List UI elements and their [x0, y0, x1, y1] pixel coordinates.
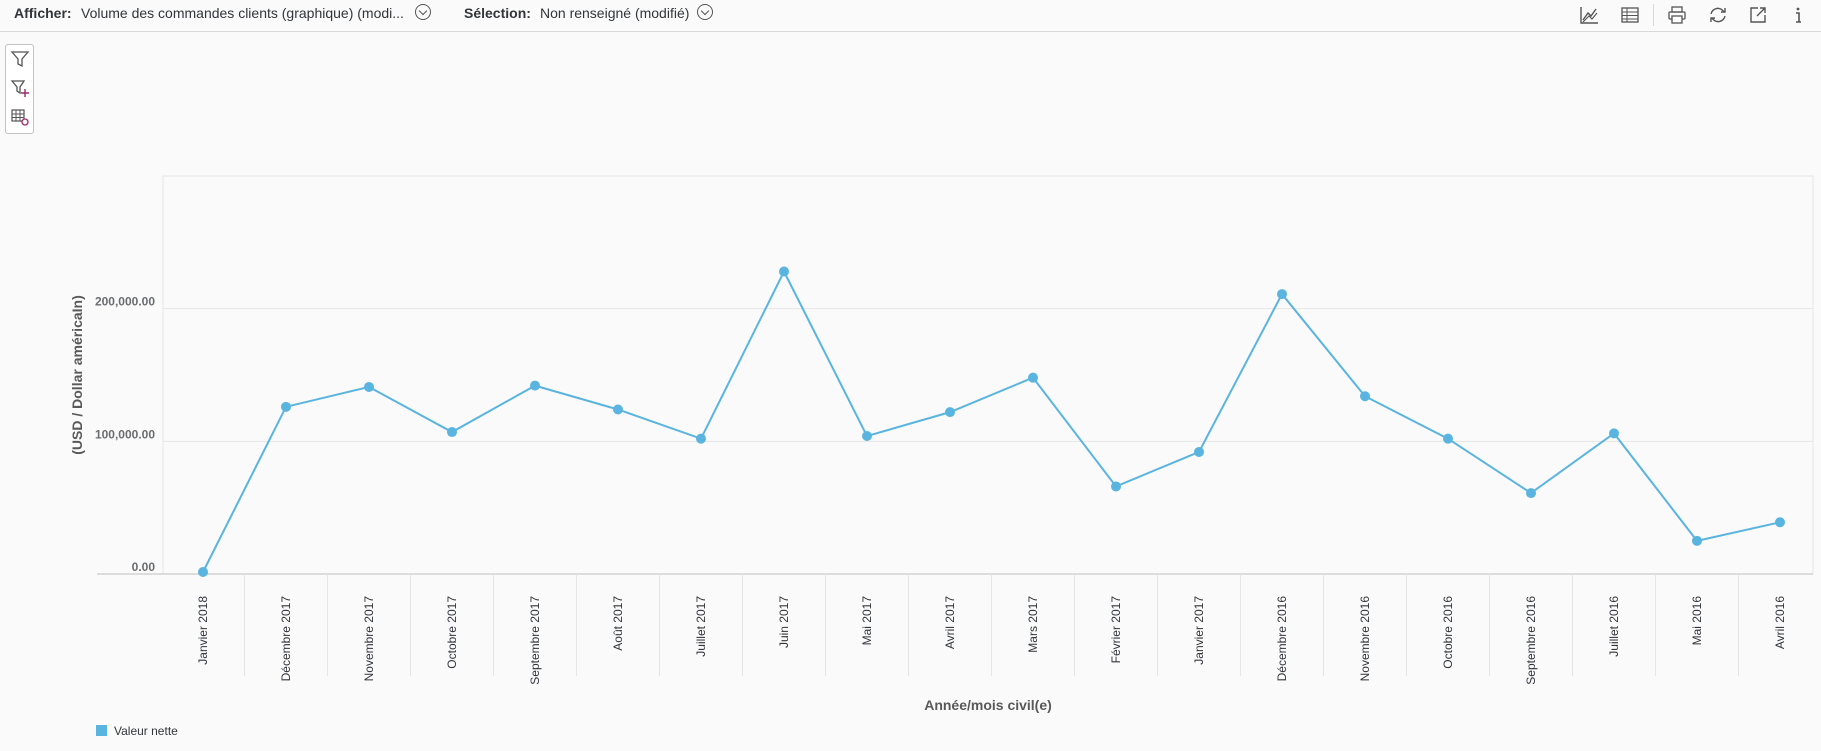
plot-area-border — [162, 175, 1814, 575]
data-point[interactable] — [1111, 481, 1121, 492]
data-point[interactable] — [613, 404, 623, 415]
x-axis-title: Année/mois civil(e) — [924, 697, 1052, 713]
x-tick-label: Mai 2017 — [860, 596, 874, 646]
x-tick-label: Décembre 2016 — [1275, 596, 1289, 682]
data-point[interactable] — [364, 381, 374, 392]
selection-dropdown-icon[interactable] — [697, 4, 713, 20]
add-filter-icon[interactable] — [10, 78, 30, 98]
selection-label: Sélection: — [464, 5, 531, 21]
refresh-icon[interactable] — [1707, 4, 1729, 26]
data-point[interactable] — [447, 427, 457, 438]
grid-lines — [97, 175, 1814, 575]
legend-swatch — [96, 725, 107, 736]
y-tick-label: 200,000.00 — [95, 295, 155, 309]
display-value[interactable]: Volume des commandes clients (graphique)… — [81, 5, 404, 21]
selection-value[interactable]: Non renseigné (modifié) — [540, 5, 690, 21]
x-axis-ticks: Janvier 2018 Décembre 2017 Novembre 2017 Oc… — [196, 596, 1787, 685]
legend-label[interactable]: Valeur nette — [114, 724, 178, 738]
x-tick-label: Mars 2017 — [1026, 596, 1040, 653]
filter-icon[interactable] — [10, 49, 30, 69]
data-point[interactable] — [530, 380, 540, 391]
x-tick-label: Avril 2016 — [1773, 596, 1787, 649]
y-axis-ticks: 0.00 100,000.00 200,000.00 — [95, 295, 155, 574]
x-category-cells — [244, 574, 1739, 676]
data-point[interactable] — [1277, 289, 1287, 300]
print-icon[interactable] — [1666, 4, 1688, 26]
data-point[interactable] — [1609, 428, 1619, 439]
x-tick-label: Septembre 2016 — [1524, 596, 1538, 685]
display-dropdown-icon[interactable] — [415, 4, 431, 20]
display-label: Afficher: — [14, 5, 72, 21]
x-tick-label: Octobre 2016 — [1441, 596, 1455, 669]
data-point[interactable] — [696, 433, 706, 444]
series-line — [202, 269, 1781, 573]
table-view-icon[interactable] — [1619, 4, 1641, 26]
x-tick-label: Octobre 2017 — [445, 596, 459, 669]
legend: Valeur nette — [96, 724, 178, 738]
info-icon[interactable] — [1787, 4, 1809, 26]
data-point[interactable] — [1526, 488, 1536, 499]
side-panel — [5, 44, 34, 134]
x-tick-label: Février 2017 — [1109, 596, 1123, 664]
export-icon[interactable] — [1747, 4, 1769, 26]
data-point[interactable] — [198, 567, 208, 578]
data-point[interactable] — [1692, 535, 1702, 546]
data-point[interactable] — [779, 266, 789, 277]
toolbar-separator — [1653, 4, 1654, 26]
x-tick-label: Janvier 2017 — [1192, 596, 1206, 665]
x-tick-label: Avril 2017 — [943, 596, 957, 649]
x-tick-label: Janvier 2018 — [196, 596, 210, 665]
data-point[interactable] — [1360, 391, 1370, 402]
x-tick-label: Juillet 2016 — [1607, 596, 1621, 657]
chart-view-icon[interactable] — [1578, 4, 1600, 26]
x-tick-label: Mai 2016 — [1690, 596, 1704, 646]
y-tick-label: 100,000.00 — [95, 427, 155, 441]
data-point[interactable] — [945, 407, 955, 418]
x-tick-label: Novembre 2016 — [1358, 596, 1372, 682]
toolbar: Afficher: Volume des commandes clients (… — [0, 0, 1821, 32]
x-tick-label: Août 2017 — [611, 596, 625, 651]
y-tick-label: 0.00 — [132, 560, 156, 574]
data-point[interactable] — [862, 431, 872, 442]
data-point[interactable] — [1028, 372, 1038, 383]
data-point[interactable] — [281, 401, 291, 412]
data-point[interactable] — [1775, 517, 1785, 528]
x-tick-label: Septembre 2017 — [528, 596, 542, 685]
series-valeur-nette — [198, 266, 1785, 578]
x-tick-label: Juillet 2017 — [694, 596, 708, 657]
y-axis-title: (USD / Dollar américaIn) — [69, 295, 85, 455]
x-tick-label: Juin 2017 — [777, 596, 791, 648]
data-point[interactable] — [1443, 433, 1453, 444]
data-point[interactable] — [1194, 446, 1204, 457]
x-tick-label: Décembre 2017 — [279, 596, 293, 682]
x-tick-label: Novembre 2017 — [362, 596, 376, 682]
table-settings-icon[interactable] — [10, 107, 30, 127]
